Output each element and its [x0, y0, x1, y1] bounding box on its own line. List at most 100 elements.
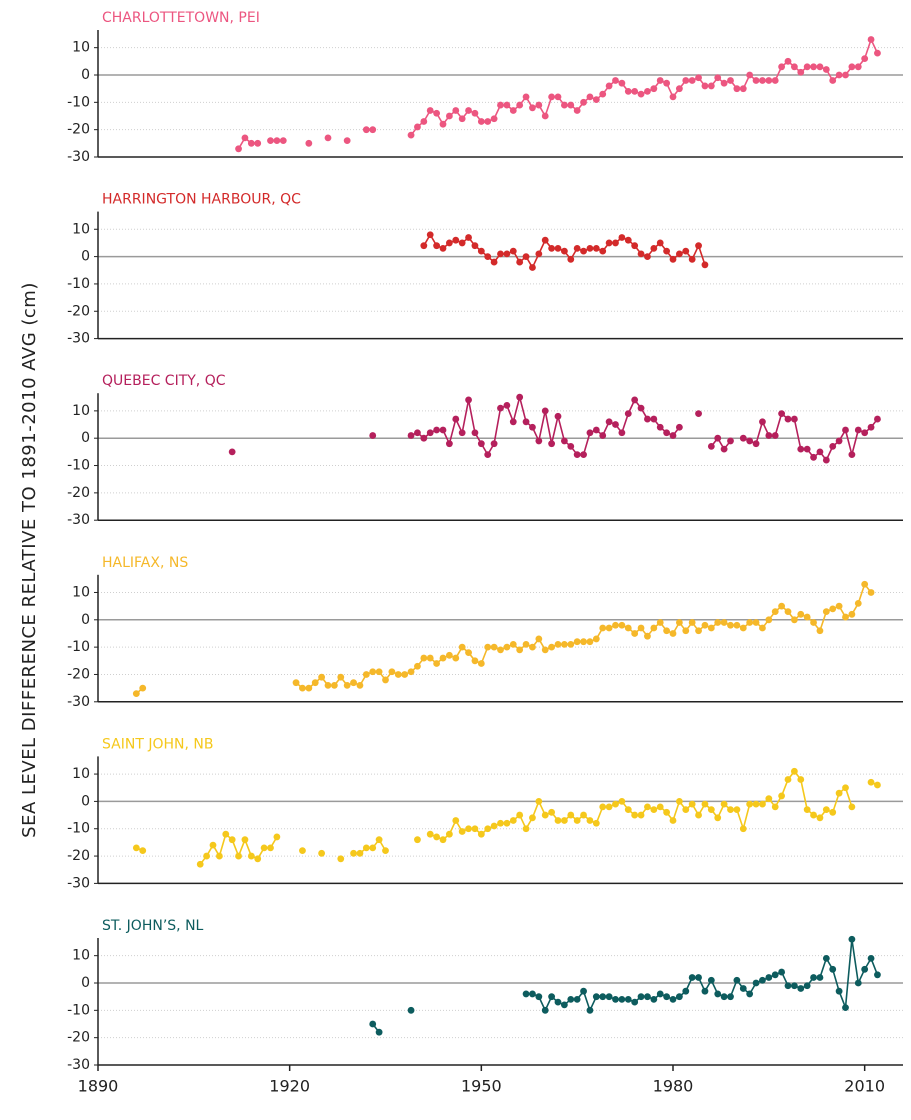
- data-point: [586, 817, 594, 824]
- data-point: [235, 145, 242, 153]
- data-point: [305, 684, 313, 692]
- y-tick-label: -20: [67, 303, 90, 319]
- data-point: [803, 806, 811, 813]
- data-point: [599, 90, 607, 98]
- data-point: [637, 250, 645, 258]
- data-point: [471, 657, 479, 665]
- data-point: [484, 451, 492, 458]
- data-point: [682, 987, 690, 995]
- data-point: [254, 855, 262, 863]
- data-point: [848, 803, 856, 811]
- x-tick-label: 2010: [844, 1077, 885, 1096]
- data-point: [688, 255, 696, 263]
- data-point: [241, 134, 249, 142]
- data-point: [484, 643, 492, 651]
- data-point: [580, 638, 587, 646]
- data-point: [618, 234, 626, 241]
- data-point: [573, 638, 581, 646]
- x-tick-label: 1890: [78, 1077, 119, 1096]
- data-point: [560, 101, 568, 109]
- series-line: [135, 582, 872, 695]
- data-point: [452, 654, 460, 662]
- data-point: [695, 627, 702, 635]
- data-point: [790, 63, 798, 71]
- y-tick-label: -30: [67, 512, 90, 528]
- data-point: [714, 74, 722, 82]
- data-point: [599, 247, 607, 255]
- data-point: [682, 247, 690, 255]
- data-point: [701, 261, 709, 269]
- data-point: [861, 580, 869, 588]
- data-point: [407, 1006, 415, 1014]
- data-point: [727, 806, 734, 813]
- data-point: [816, 814, 824, 822]
- data-point: [407, 432, 415, 439]
- data-point: [522, 825, 530, 833]
- data-point: [599, 803, 607, 811]
- data-point: [605, 239, 613, 247]
- data-point: [848, 63, 856, 71]
- data-point: [337, 855, 345, 863]
- data-point: [810, 811, 817, 819]
- data-point: [503, 819, 511, 827]
- data-point: [784, 776, 792, 783]
- data-point: [669, 432, 677, 439]
- data-point: [822, 456, 830, 464]
- data-point: [759, 418, 766, 426]
- data-point: [618, 79, 626, 87]
- data-point: [509, 641, 517, 648]
- data-point: [369, 668, 377, 676]
- data-point: [695, 410, 702, 417]
- data-point: [356, 849, 364, 857]
- data-point: [414, 429, 421, 437]
- data-point: [656, 619, 664, 626]
- data-point: [541, 1006, 549, 1014]
- data-point: [324, 134, 332, 142]
- data-point: [797, 68, 805, 76]
- data-point: [580, 98, 587, 106]
- data-point: [356, 682, 364, 689]
- data-point: [605, 993, 613, 1001]
- data-point: [803, 445, 811, 453]
- data-point: [529, 104, 536, 112]
- data-point: [375, 668, 383, 676]
- data-point: [816, 974, 824, 981]
- data-point: [509, 817, 517, 824]
- data-point: [452, 817, 460, 824]
- series-line: [136, 770, 878, 865]
- y-tick-label: -20: [67, 122, 90, 138]
- data-point: [842, 1004, 849, 1011]
- data-point: [426, 429, 434, 437]
- data-point: [592, 426, 600, 434]
- data-point: [637, 993, 645, 1001]
- data-point: [656, 423, 664, 431]
- data-point: [382, 676, 389, 684]
- data-point: [529, 643, 536, 651]
- data-point: [203, 852, 211, 860]
- data-point: [560, 437, 568, 445]
- data-point: [752, 440, 760, 448]
- y-tick-label: -30: [67, 694, 90, 710]
- data-point: [414, 836, 421, 844]
- data-point: [656, 990, 664, 998]
- y-axis-label: SEA LEVEL DIFFERENCE RELATIVE TO 1891-20…: [19, 282, 40, 838]
- data-point: [669, 93, 677, 101]
- data-point: [669, 996, 677, 1003]
- data-point: [675, 619, 683, 626]
- data-point: [516, 101, 524, 109]
- data-point: [835, 71, 843, 79]
- data-point: [318, 849, 326, 857]
- data-point: [771, 77, 779, 84]
- data-point: [707, 624, 715, 632]
- data-point: [580, 811, 587, 819]
- data-point: [477, 247, 485, 255]
- data-point: [803, 63, 811, 71]
- data-point: [771, 803, 779, 811]
- data-point: [554, 998, 562, 1006]
- panel-title: CHARLOTTETOWN, PEI: [102, 10, 260, 26]
- data-point: [452, 236, 460, 244]
- data-point: [471, 109, 479, 117]
- data-point: [490, 822, 498, 830]
- data-point: [369, 844, 377, 852]
- data-point: [765, 974, 773, 981]
